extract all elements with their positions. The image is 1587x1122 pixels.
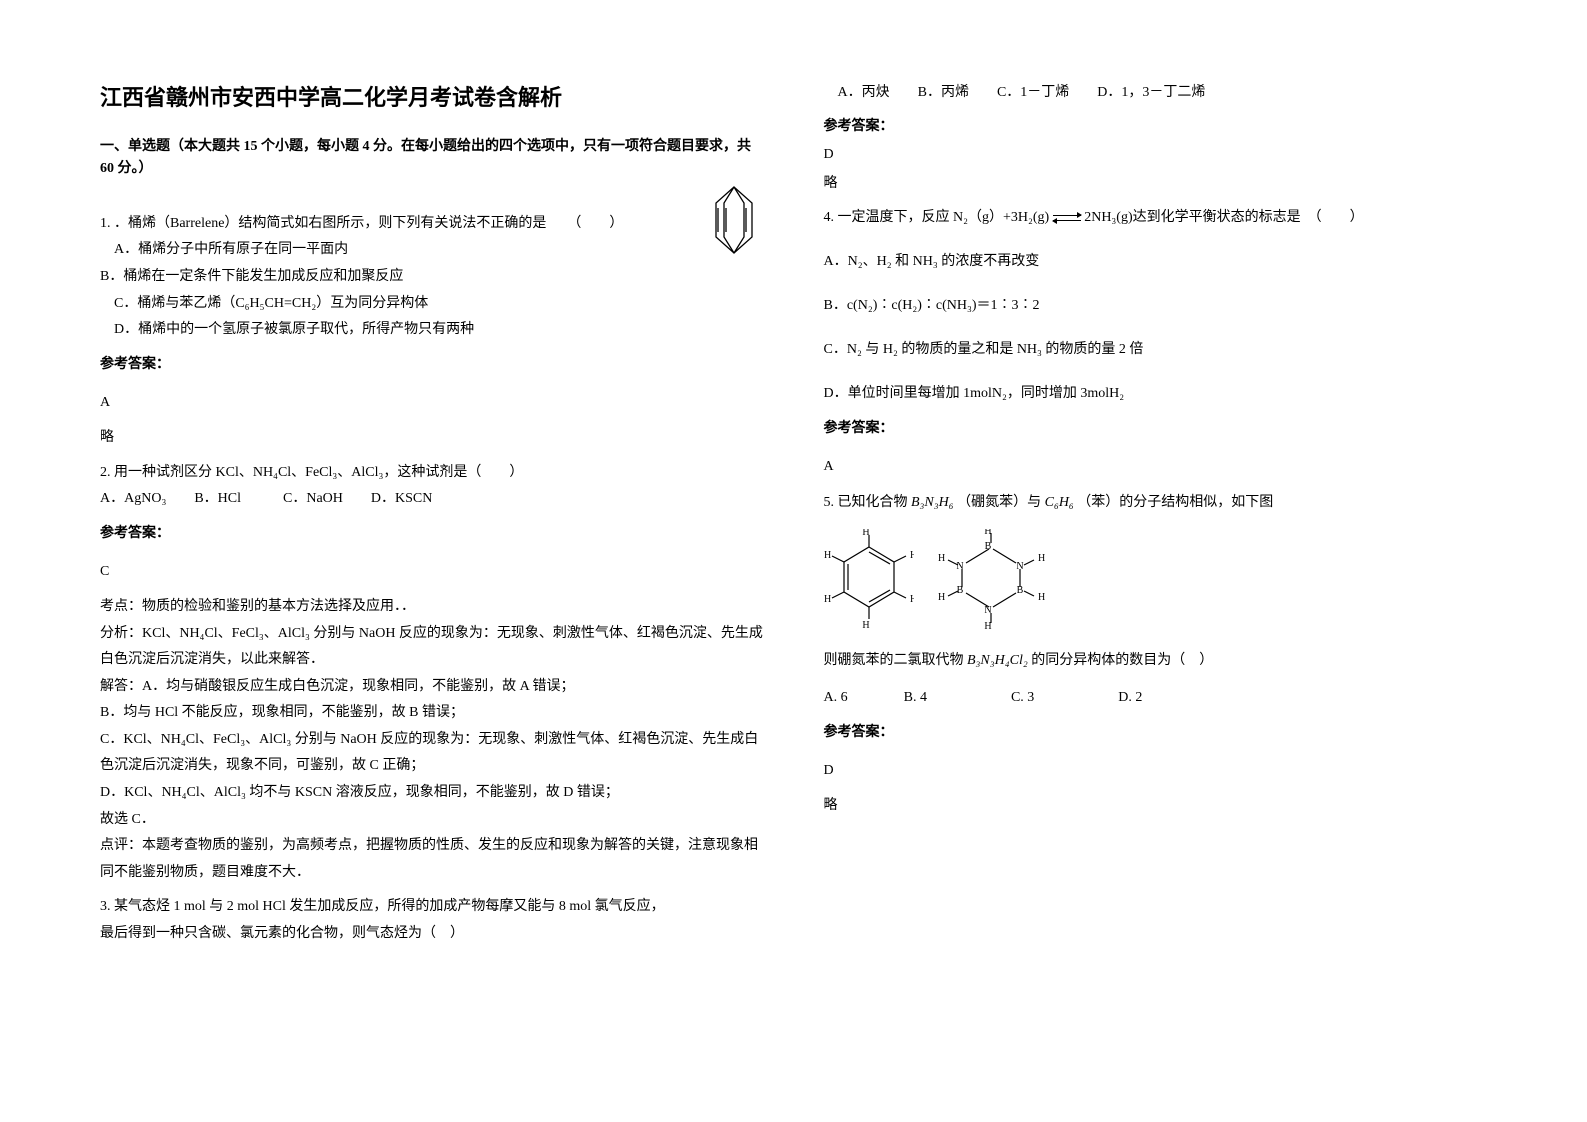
- barrelene-icon: [704, 181, 764, 270]
- q4-stem: 4. 一定温度下，反应 N₂（g）+3H₂(g) 2NH₃(g)达到化学平衡状态…: [824, 205, 1488, 232]
- q2-exp3: 解答：A．均与硝酸银反应生成白色沉淀，现象相同，不能鉴别，故 A 错误；: [100, 674, 764, 701]
- svg-text:H: H: [862, 620, 869, 629]
- q4-stem-a: 4. 一定温度下，反应 N₂（g）+3H₂(g): [824, 210, 1050, 225]
- svg-text:H: H: [1038, 553, 1045, 564]
- q5-answer: D: [824, 758, 1488, 785]
- q2-answer-label: 参考答案：: [100, 521, 764, 548]
- svg-text:B: B: [984, 541, 991, 552]
- q2-stem: 2. 用一种试剂区分 KCl、NH₄Cl、FeCl₃、AlCl₃，这种试剂是（ …: [100, 460, 764, 487]
- q2-answer: C: [100, 559, 764, 586]
- q3-answer: D: [824, 147, 1488, 163]
- svg-text:H: H: [910, 594, 914, 605]
- svg-text:H: H: [824, 594, 831, 605]
- q2-opts: A．AgNO₃ B．HCl C．NaOH D．KSCN: [100, 486, 764, 513]
- q2-exp2: 分析：KCl、NH₄Cl、FeCl₃、AlCl₃ 分别与 NaOH 反应的现象为…: [100, 621, 764, 674]
- svg-text:H: H: [938, 592, 945, 603]
- q4-optD: D．单位时间里每增加 1molN₂，同时增加 3molH₂: [824, 380, 1488, 408]
- q4-stem-b: 2NH₃(g)达到化学平衡状态的标志是 （ ）: [1084, 210, 1363, 225]
- q5-mid2: （苯）的分子结构相似，如下图: [1077, 495, 1273, 510]
- q2-exp7: 故选 C．: [100, 807, 764, 834]
- svg-text:H: H: [984, 621, 991, 629]
- svg-text:H: H: [910, 550, 914, 561]
- question-4: 4. 一定温度下，反应 N₂（g）+3H₂(g) 2NH₃(g)达到化学平衡状态…: [824, 205, 1488, 481]
- benzene-icon: H H H H H H: [824, 529, 914, 629]
- q2-exp1: 考点：物质的检验和鉴别的基本方法选择及应用．．: [100, 594, 764, 621]
- q5-answer-label: 参考答案：: [824, 720, 1488, 747]
- q5-stem: 5. 已知化合物 B₃N₃H₆ （硼氮苯）与 C₆H₆ （苯）的分子结构相似，如…: [824, 489, 1488, 517]
- q4-optC: C．N₂ 与 H₂ 的物质的量之和是 NH₃ 的物质的量 2 倍: [824, 336, 1488, 364]
- q3-note: 略: [824, 171, 1488, 198]
- q2-exp8: 点评：本题考查物质的鉴别，为高频考点，把握物质的性质、发生的反应和现象为解答的关…: [100, 833, 764, 886]
- q5-opts: A. 6 B. 4 C. 3 D. 2: [824, 685, 1488, 712]
- borazine-icon: B N B N B N H H H H H H: [938, 529, 1048, 629]
- svg-text:H: H: [1038, 592, 1045, 603]
- q1-optD: D．桶烯中的一个氢原子被氯原子取代，所得产物只有两种: [100, 317, 764, 344]
- q1-answer: A: [100, 390, 764, 417]
- q1-stem: 1. ．桶烯（Barrelene）结构简式如右图所示，则下列有关说法不正确的是 …: [100, 211, 764, 238]
- q1-answer-label: 参考答案：: [100, 352, 764, 379]
- q4-optB: B．c(N₂)∶c(H₂)∶c(NH₃)＝1∶3∶2: [824, 292, 1488, 320]
- q2-exp5: C．KCl、NH₄Cl、FeCl₃、AlCl₃ 分别与 NaOH 反应的现象为：…: [100, 727, 764, 780]
- q4-answer-label: 参考答案：: [824, 416, 1488, 443]
- svg-text:B: B: [1016, 585, 1023, 596]
- q2-exp6: D．KCl、NH₄Cl、AlCl₃ 均不与 KSCN 溶液反应，现象相同，不能鉴…: [100, 780, 764, 807]
- right-column: A．丙炔 B．丙烯 C．1－丁烯 D．1，3－丁二烯 参考答案： D 略 4. …: [824, 80, 1488, 956]
- q5-f1b: C₆H₆: [1045, 495, 1074, 510]
- section-header: 一、单选题（本大题共 15 个小题，每小题 4 分。在每小题给出的四个选项中，只…: [100, 136, 764, 181]
- question-5: 5. 已知化合物 B₃N₃H₆ （硼氮苯）与 C₆H₆ （苯）的分子结构相似，如…: [824, 489, 1488, 819]
- doc-title: 江西省赣州市安西中学高二化学月考试卷含解析: [100, 80, 764, 112]
- q3-answer-label: 参考答案：: [824, 115, 1488, 135]
- q4-optA: A．N₂、H₂ 和 NH₃ 的浓度不再改变: [824, 248, 1488, 276]
- q2-exp4: B．均与 HCl 不能反应，现象相同，不能鉴别，故 B 错误；: [100, 700, 764, 727]
- svg-text:B: B: [956, 585, 963, 596]
- structure-diagrams: H H H H H H: [824, 529, 1488, 629]
- q5-f1a: B₃N₃H₆: [911, 495, 954, 510]
- q5-note: 略: [824, 793, 1488, 820]
- q1-optB: B．桶烯在一定条件下能发生加成反应和加聚反应: [100, 264, 764, 291]
- q5-stem2a: 则硼氮苯的二氯取代物: [824, 653, 964, 668]
- svg-text:N: N: [984, 605, 991, 616]
- svg-text:N: N: [1016, 561, 1023, 572]
- q5-stem-a: 5. 已知化合物: [824, 495, 908, 510]
- q5-mid1: （硼氮苯）与: [957, 495, 1041, 510]
- q1-optC: C．桶烯与苯乙烯（C₆H₅CH=CH₂）互为同分异构体: [100, 291, 764, 318]
- svg-text:H: H: [824, 550, 831, 561]
- q3-stem2: 最后得到一种只含碳、氯元素的化合物，则气态烃为（ ）: [100, 921, 764, 948]
- question-2: 2. 用一种试剂区分 KCl、NH₄Cl、FeCl₃、AlCl₃，这种试剂是（ …: [100, 460, 764, 887]
- question-3-stem: 3. 某气态烃 1 mol 与 2 mol HCl 发生加成反应，所得的加成产物…: [100, 894, 764, 947]
- q5-stem2b: 的同分异构体的数目为（ ）: [1031, 653, 1213, 668]
- q3-stem1: 3. 某气态烃 1 mol 与 2 mol HCl 发生加成反应，所得的加成产物…: [100, 894, 764, 921]
- q3-opts: A．丙炔 B．丙烯 C．1－丁烯 D．1，3－丁二烯: [824, 80, 1488, 107]
- q1-note: 略: [100, 425, 764, 452]
- question-1: 1. ．桶烯（Barrelene）结构简式如右图所示，则下列有关说法不正确的是 …: [100, 211, 764, 452]
- q4-answer: A: [824, 454, 1488, 481]
- q5-f2: B₃N₃H₄Cl₂: [967, 653, 1028, 668]
- q1-optA: A．桶烯分子中所有原子在同一平面内: [100, 237, 764, 264]
- svg-text:H: H: [862, 529, 869, 538]
- svg-text:H: H: [938, 553, 945, 564]
- svg-text:N: N: [956, 561, 963, 572]
- q5-stem2: 则硼氮苯的二氯取代物 B₃N₃H₄Cl₂ 的同分异构体的数目为（ ）: [824, 647, 1488, 675]
- svg-text:H: H: [984, 529, 991, 537]
- left-column: 江西省赣州市安西中学高二化学月考试卷含解析 一、单选题（本大题共 15 个小题，…: [100, 80, 764, 956]
